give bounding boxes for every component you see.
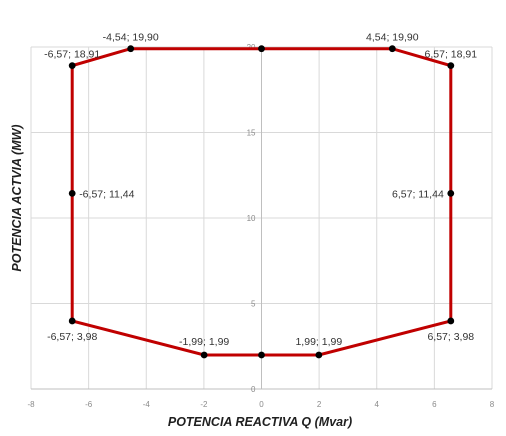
data-point	[447, 317, 455, 325]
data-labels: 4,54; 19,90 6,57; 18,91 6,57; 11,44 6,57; 3…	[44, 32, 477, 348]
data-point	[68, 189, 76, 197]
x-tick-label: 0	[259, 400, 264, 409]
y-tick-label: 10	[247, 214, 256, 223]
x-tick-label: 4	[375, 400, 380, 409]
data-label: 1,99; 1,99	[295, 336, 342, 348]
data-label: 4,54; 19,90	[366, 32, 419, 44]
data-label: -6,57; 11,44	[79, 188, 134, 200]
data-point	[258, 45, 265, 53]
data-label: -6,57; 3,98	[47, 331, 97, 343]
data-point	[258, 351, 265, 359]
x-tick-label: -8	[27, 400, 35, 409]
data-point	[315, 351, 323, 359]
data-point	[68, 62, 76, 70]
x-tick-label: 6	[432, 400, 437, 409]
x-tick-label: -4	[143, 400, 151, 409]
axes	[31, 47, 492, 390]
data-point	[388, 45, 396, 53]
data-point	[68, 317, 76, 325]
data-label: 6,57; 11,44	[392, 188, 444, 200]
data-point	[447, 62, 455, 70]
data-label: -1,99; 1,99	[179, 336, 229, 348]
data-point	[447, 189, 455, 197]
data-label: -6,57; 18,91	[44, 49, 100, 61]
x-tick-label: -2	[200, 400, 208, 409]
data-label: -4,54; 19,90	[103, 32, 159, 44]
x-tick-label: 8	[490, 400, 495, 409]
y-tick-label: 0	[251, 385, 256, 394]
data-label: 6,57; 3,98	[427, 331, 474, 343]
x-tick-label: 2	[317, 400, 322, 409]
y-tick-label: 15	[247, 129, 256, 138]
data-label: 6,57; 18,91	[425, 49, 478, 61]
data-point	[200, 351, 208, 359]
y-tick-label: 5	[251, 300, 256, 309]
x-axis-title: POTENCIA REACTIVA Q (Mvar)	[168, 415, 352, 429]
data-point	[127, 45, 135, 53]
markers	[68, 45, 455, 359]
x-tick-label: -6	[85, 400, 93, 409]
y-axis-title: POTENCIA ACTVIA (MW)	[10, 124, 24, 271]
